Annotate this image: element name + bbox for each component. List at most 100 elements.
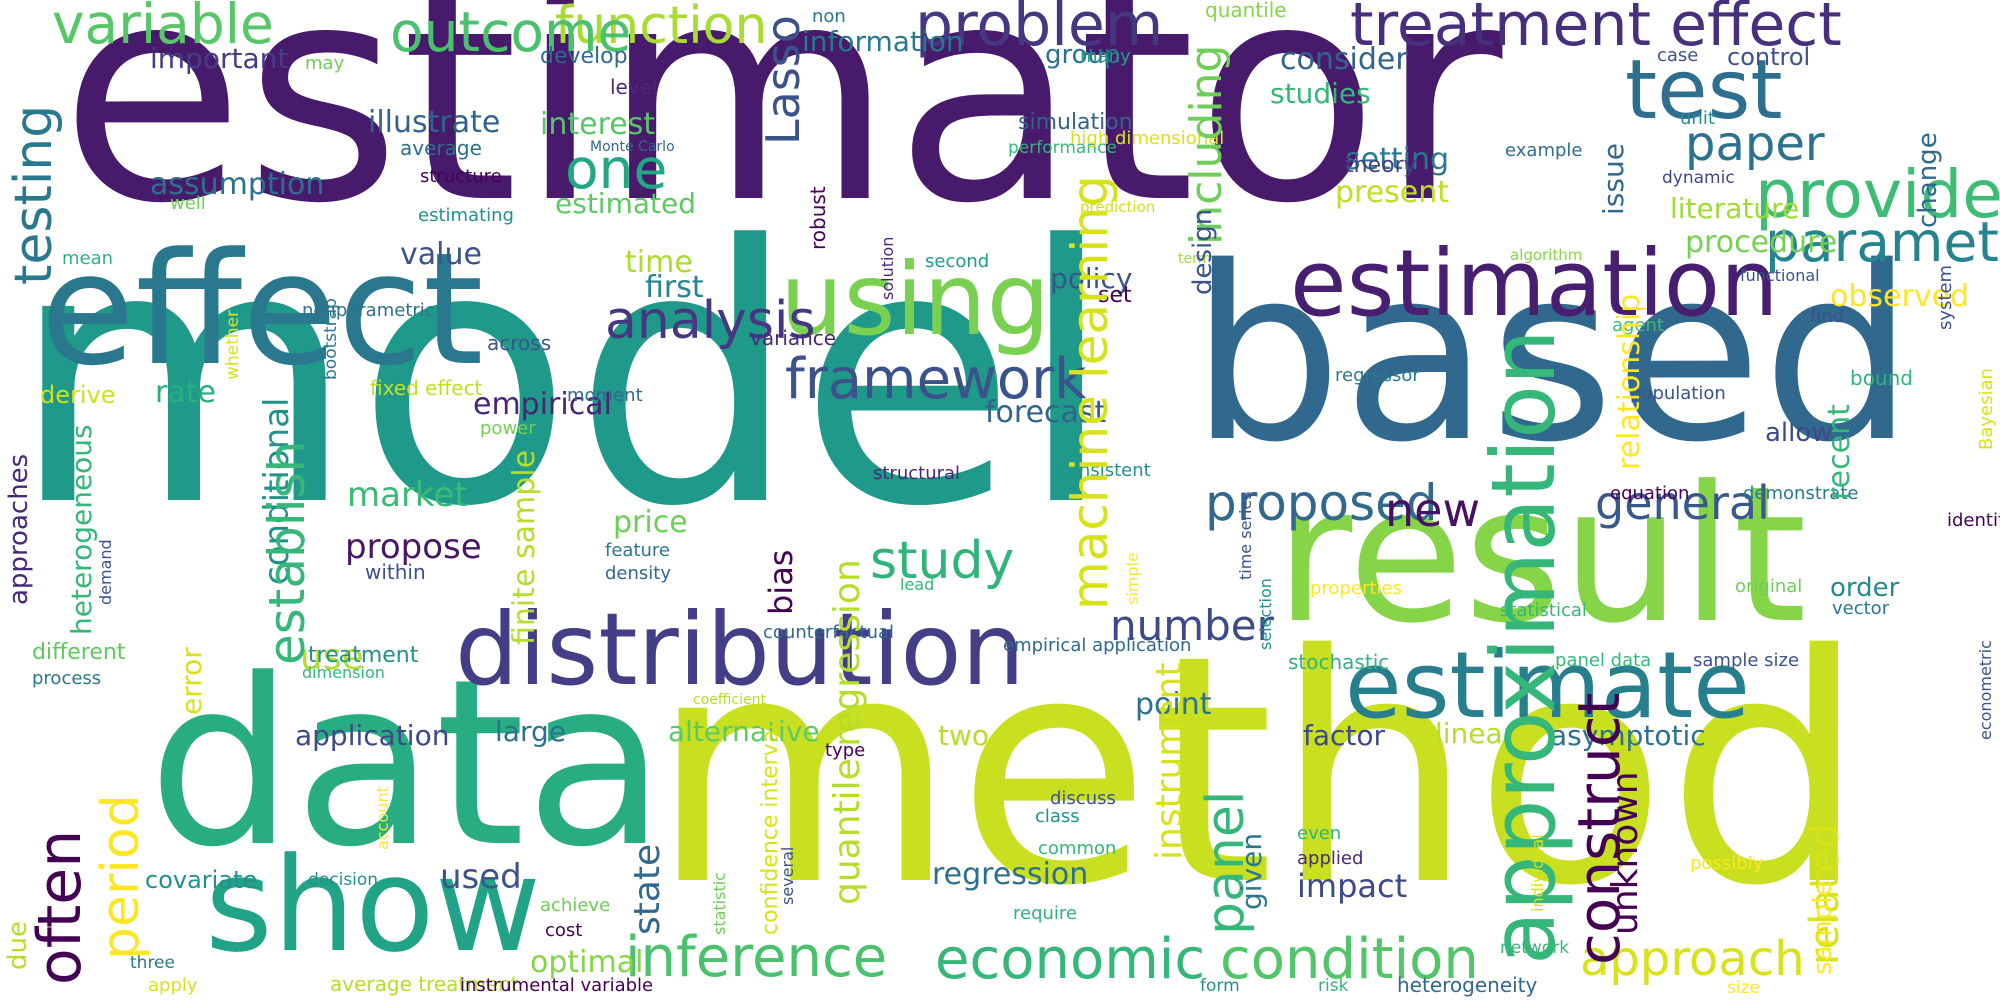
- word-solution: individual: [1528, 834, 1547, 912]
- word-relationship: account: [373, 786, 392, 850]
- word-heterogeneity: demonstrate: [1743, 483, 1859, 504]
- word-error: confidence interval: [758, 723, 783, 935]
- word-linear: quantile regression: [827, 559, 868, 905]
- word-system: achieve: [540, 895, 611, 916]
- word-optimal: design: [1188, 208, 1218, 295]
- word-one: parameter: [1765, 210, 2000, 274]
- word-estimation: estimation: [1290, 230, 1779, 337]
- word-inference: condition: [1220, 927, 1479, 992]
- word-regression: period: [91, 794, 151, 960]
- word-consistent: many: [1080, 46, 1131, 67]
- word-model: model: [10, 170, 1116, 584]
- word-high-dimensional: due: [3, 921, 33, 970]
- word-sample-size: robust: [806, 186, 830, 250]
- word-estimate: estimate: [1345, 632, 1750, 739]
- word-function: often: [25, 829, 95, 985]
- word-population: develop: [540, 44, 628, 69]
- word-approximation: demand: [96, 539, 115, 605]
- word-different: large: [495, 715, 566, 748]
- word-decision: agent: [1612, 315, 1664, 336]
- word-functional: covariate: [145, 866, 258, 894]
- word-value: use: [300, 637, 364, 678]
- word-test: test: [1625, 43, 1783, 138]
- word-recent: type: [825, 740, 866, 761]
- word-including: statistical: [1500, 600, 1587, 621]
- word-identification: well: [170, 193, 206, 214]
- word-data: data: [148, 631, 667, 898]
- word-find: theory: [1345, 153, 1417, 178]
- word-group: empirical: [473, 387, 612, 422]
- word-empirical: unknown: [1605, 771, 1646, 935]
- word-time-series: apply: [148, 975, 198, 996]
- word-econometric: instrumental variable: [460, 975, 654, 996]
- word-achieve: find: [1810, 306, 1845, 327]
- word-economic: inference: [625, 925, 888, 990]
- word-bias: dimension: [302, 663, 385, 682]
- word-point: propose: [345, 527, 482, 567]
- word-class: bootstrap: [321, 298, 341, 380]
- word-treatment: two: [938, 719, 990, 752]
- word-well: application: [295, 719, 450, 752]
- word-condition: framework: [785, 347, 1087, 412]
- word-propose: testing: [4, 104, 64, 285]
- word-performance: error: [175, 647, 208, 715]
- word-may: price: [613, 505, 688, 540]
- word-demand: three: [130, 953, 175, 973]
- word-second: allow: [1765, 418, 1833, 448]
- word-control: studies: [1270, 77, 1371, 110]
- word-case: setting: [1345, 142, 1450, 177]
- word-framework: paper: [1685, 116, 1825, 172]
- word-impact: point: [1135, 687, 1212, 722]
- word-parameter: variable: [52, 0, 274, 56]
- word-moment: unit: [1680, 108, 1715, 129]
- word-apply: population: [1630, 383, 1726, 404]
- word-asymptotic: bias: [762, 549, 800, 615]
- word-based: based: [1190, 215, 1915, 495]
- word-quantile: policy: [1050, 262, 1133, 295]
- word-algorithm: given: [1235, 832, 1268, 910]
- word-Lasso: original: [1735, 576, 1803, 597]
- word-develop: relationship: [1612, 293, 1647, 470]
- word-average: heterogeneous: [65, 424, 98, 635]
- word-consider: time: [625, 245, 693, 280]
- word-confidence-interval: heterogeneity: [1397, 973, 1538, 997]
- word-term: order: [1830, 573, 1900, 603]
- word-quantile-regression: econometric: [1976, 640, 1995, 740]
- word-establish: panel data: [1555, 650, 1652, 671]
- word-vector: prediction: [1080, 198, 1156, 216]
- word-Monte-Carlo: approaches: [4, 453, 34, 605]
- word-three: bound: [1850, 366, 1913, 390]
- word-panel-data: functional: [1740, 266, 1820, 285]
- word-discuss: whether: [223, 309, 243, 380]
- word-cost: system: [1935, 264, 1956, 330]
- word-important: regression: [932, 857, 1089, 892]
- word-new: analysis: [605, 291, 816, 351]
- word-rate: number: [1110, 601, 1274, 650]
- word-order: linear: [1435, 717, 1515, 750]
- word-density: Monte Carlo: [590, 139, 675, 155]
- word-set: optimal: [530, 945, 644, 980]
- word-empirical-application: term: [1178, 251, 1212, 267]
- word-machine-learning: lead: [900, 575, 935, 594]
- word-forecast: state: [627, 843, 668, 935]
- word-bound: level: [610, 75, 658, 99]
- word-approach: machine learning: [1061, 175, 1119, 610]
- word-application: alternative: [668, 715, 820, 748]
- word-literature: important: [150, 42, 289, 75]
- word-network: structural: [873, 463, 961, 484]
- word-general: study: [870, 531, 1015, 591]
- word-observed: estimated: [555, 187, 696, 220]
- word-feature: structure: [420, 166, 502, 187]
- word-paper: provide: [1755, 156, 2000, 233]
- word-counterfactual: second: [925, 251, 990, 272]
- word-problem: problem: [915, 0, 1164, 60]
- word-common: across: [487, 331, 552, 355]
- word-Bayesian: cost: [545, 920, 583, 941]
- word-period: density: [605, 563, 671, 584]
- word-fixed-effect: case: [1657, 45, 1699, 66]
- word-used: one: [565, 137, 668, 201]
- word-state: empirical application: [1003, 635, 1192, 656]
- word-provide: approximation: [1472, 329, 1575, 965]
- word-across: control: [1727, 43, 1811, 71]
